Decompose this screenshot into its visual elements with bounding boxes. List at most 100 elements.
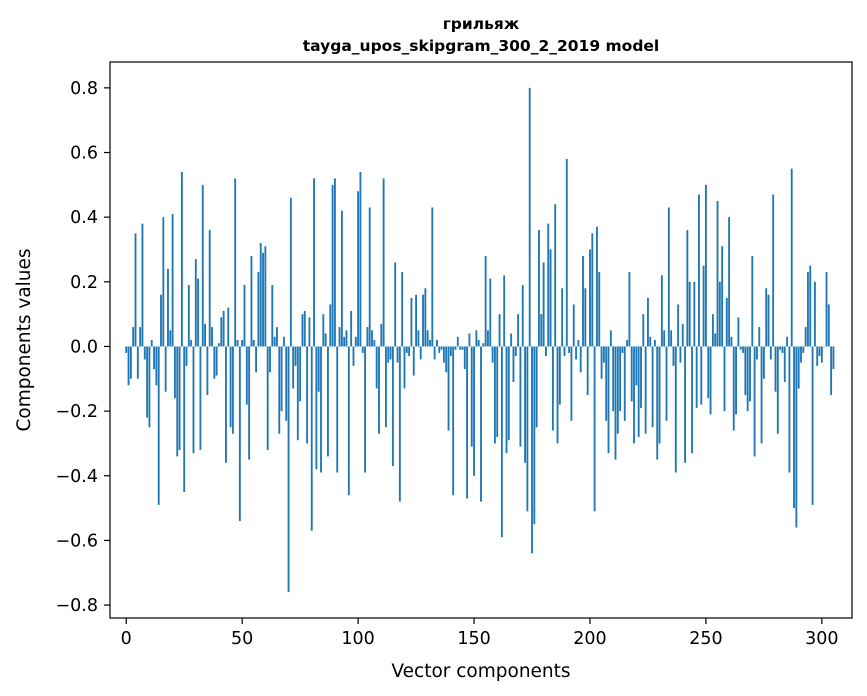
bar	[215, 346, 218, 376]
bar	[582, 255, 584, 347]
bar	[315, 346, 318, 470]
bar	[368, 207, 371, 347]
bar	[336, 346, 339, 473]
y-tick-label: −0.2	[56, 402, 99, 422]
bar	[762, 346, 765, 379]
bar	[691, 346, 693, 454]
bar	[354, 336, 357, 347]
bar	[199, 346, 202, 450]
bar	[410, 297, 413, 347]
bar	[526, 346, 529, 512]
bar	[663, 330, 666, 347]
bar	[194, 259, 197, 347]
bar	[702, 265, 705, 347]
bar	[148, 346, 151, 428]
bar	[167, 268, 169, 347]
bar	[505, 346, 508, 454]
bar	[830, 346, 833, 395]
bar	[176, 346, 179, 457]
bar	[739, 346, 742, 350]
bar	[262, 252, 264, 347]
bar	[728, 217, 731, 347]
bar	[477, 340, 480, 347]
bar	[809, 265, 812, 347]
bar	[436, 340, 438, 347]
bar	[201, 184, 204, 347]
bar	[350, 310, 353, 347]
bar	[816, 346, 819, 366]
bar	[635, 346, 638, 386]
bar	[157, 346, 160, 505]
bar	[248, 346, 251, 460]
bar	[445, 346, 448, 373]
bar	[575, 346, 577, 360]
bar	[206, 346, 209, 395]
bar	[449, 346, 452, 357]
bar	[183, 346, 186, 492]
x-tick-label: 50	[231, 629, 253, 649]
bar	[178, 346, 181, 450]
bar	[521, 285, 524, 347]
bar	[255, 346, 258, 373]
y-axis-label: Components values	[14, 248, 35, 431]
bar	[391, 346, 394, 467]
bar	[507, 346, 510, 441]
bar	[236, 340, 239, 347]
bar	[556, 346, 559, 444]
bar	[357, 191, 360, 347]
bar	[500, 346, 503, 538]
bar	[616, 346, 619, 434]
bar	[303, 310, 306, 347]
bar	[276, 327, 278, 347]
bar	[602, 346, 605, 363]
bar	[238, 346, 241, 522]
bar	[343, 336, 346, 347]
bar	[742, 346, 744, 353]
bar	[280, 346, 283, 412]
bar	[735, 346, 737, 415]
bar	[171, 213, 174, 347]
bar	[596, 226, 598, 347]
bar	[811, 346, 814, 505]
bar	[143, 346, 146, 360]
bar	[417, 330, 420, 347]
bar	[229, 346, 232, 428]
bar	[793, 346, 795, 509]
bar	[257, 272, 260, 347]
bar	[626, 340, 629, 347]
bar	[528, 87, 531, 347]
bar	[169, 330, 172, 347]
bar	[563, 346, 566, 357]
bar	[366, 327, 369, 347]
bar	[498, 314, 501, 347]
bar	[222, 310, 225, 347]
bar	[827, 304, 830, 347]
bar	[688, 281, 691, 347]
bar	[621, 346, 624, 353]
x-tick-label: 150	[457, 629, 490, 649]
bar	[403, 346, 406, 389]
bar	[709, 346, 712, 415]
bar	[473, 346, 475, 476]
bar	[758, 327, 761, 347]
bar	[301, 314, 304, 347]
bar	[561, 288, 564, 347]
bar	[155, 346, 158, 386]
bar	[765, 288, 768, 347]
bar	[644, 346, 647, 434]
bar	[628, 272, 631, 347]
bar	[426, 330, 429, 347]
bar	[164, 346, 167, 392]
bar	[493, 346, 496, 444]
bar	[273, 336, 276, 347]
bar	[510, 333, 513, 347]
bar	[776, 346, 779, 434]
bar	[781, 346, 784, 353]
bar	[359, 171, 362, 347]
bar	[208, 230, 211, 347]
bar	[252, 340, 255, 347]
bar	[503, 275, 506, 347]
bar	[438, 346, 441, 353]
bar	[512, 346, 515, 383]
bar	[150, 340, 153, 347]
